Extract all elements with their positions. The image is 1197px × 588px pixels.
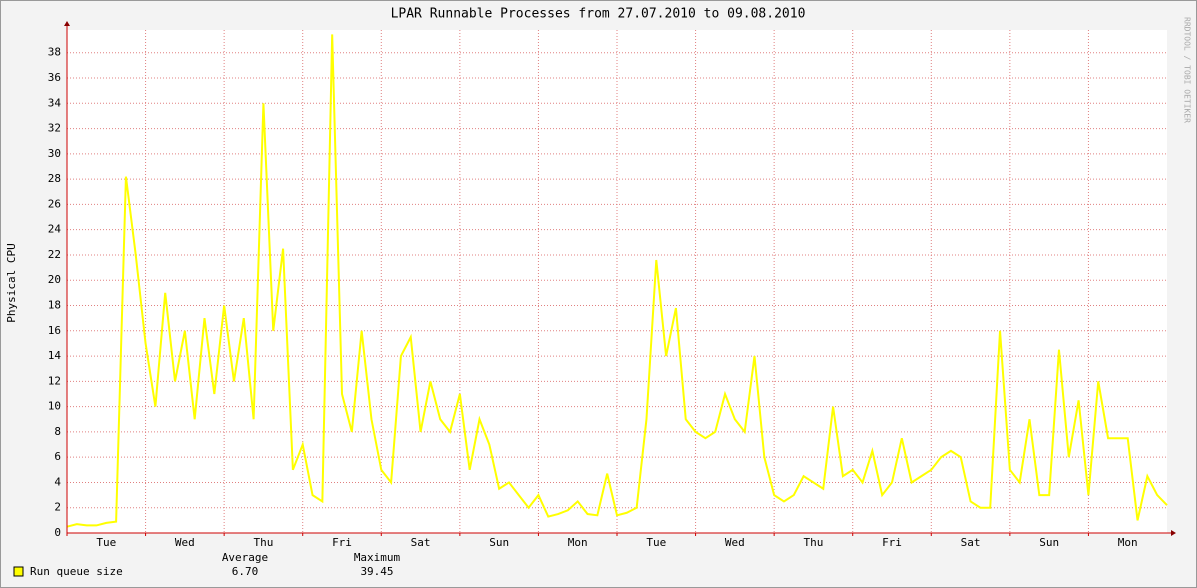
x-arrow	[1171, 530, 1176, 536]
side-label: RRDTOOL / TOBI OETIKER	[1183, 17, 1192, 123]
y-tick-label: 34	[48, 96, 62, 109]
y-tick-label: 12	[48, 374, 61, 387]
y-tick-label: 2	[54, 501, 61, 514]
y-tick-label: 36	[48, 71, 61, 84]
x-tick-label: Mon	[1118, 536, 1138, 549]
y-axis-label: Physical CPU	[5, 243, 18, 322]
series-line	[66, 34, 1168, 528]
x-tick-label: Thu	[253, 536, 273, 549]
y-tick-label: 10	[48, 400, 61, 413]
legend-value: 39.45	[360, 565, 393, 578]
y-tick-label: 30	[48, 147, 61, 160]
legend-header: Average	[222, 551, 268, 564]
x-tick-label: Tue	[96, 536, 116, 549]
legend-swatch	[13, 566, 24, 577]
x-tick-label: Mon	[568, 536, 588, 549]
y-arrow	[64, 21, 70, 26]
y-tick-label: 6	[54, 450, 61, 463]
y-tick-label: 20	[48, 273, 61, 286]
x-tick-label: Fri	[882, 536, 902, 549]
x-tick-label: Sun	[489, 536, 509, 549]
y-tick-label: 28	[48, 172, 61, 185]
y-tick-label: 26	[48, 197, 61, 210]
y-tick-label: 18	[48, 299, 61, 312]
x-tick-label: Tue	[646, 536, 666, 549]
x-tick-label: Wed	[175, 536, 195, 549]
x-tick-label: Sat	[961, 536, 981, 549]
y-tick-label: 16	[48, 324, 61, 337]
legend-value: 6.70	[232, 565, 259, 578]
chart-title: LPAR Runnable Processes from 27.07.2010 …	[391, 7, 806, 22]
y-tick-label: 0	[54, 526, 61, 539]
legend-header: Maximum	[354, 551, 401, 564]
plot-area	[67, 30, 1167, 533]
x-tick-label: Fri	[332, 536, 352, 549]
y-tick-label: 32	[48, 122, 61, 135]
y-tick-label: 24	[48, 223, 62, 236]
y-tick-label: 8	[54, 425, 61, 438]
y-tick-label: 4	[54, 475, 61, 488]
y-tick-label: 14	[48, 349, 62, 362]
legend-label: Run queue size	[30, 565, 123, 578]
x-tick-label: Sun	[1039, 536, 1059, 549]
x-tick-label: Sat	[411, 536, 431, 549]
x-tick-label: Wed	[725, 536, 745, 549]
x-tick-label: Thu	[803, 536, 823, 549]
y-tick-label: 38	[48, 46, 61, 59]
y-tick-label: 22	[48, 248, 61, 261]
